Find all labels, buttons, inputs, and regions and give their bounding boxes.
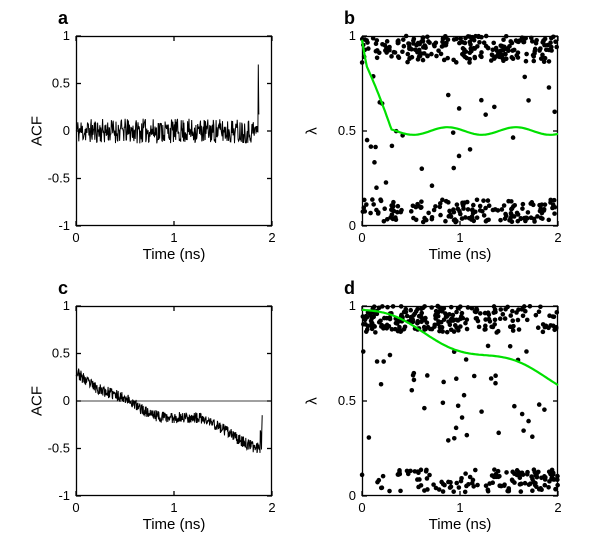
svg-text:1: 1 — [63, 28, 70, 43]
svg-text:1: 1 — [349, 298, 356, 313]
svg-text:0: 0 — [72, 500, 79, 515]
svg-text:0.5: 0.5 — [338, 393, 356, 408]
panel-c: 012-1-0.500.51 — [76, 306, 272, 496]
svg-text:-0.5: -0.5 — [48, 441, 70, 456]
svg-text:0: 0 — [349, 488, 356, 503]
svg-text:0: 0 — [358, 230, 365, 245]
panel-letter-d: d — [344, 278, 355, 299]
svg-text:1: 1 — [63, 298, 70, 313]
panel-a: 012-1-0.500.51 — [76, 36, 272, 226]
panel-letter-c: c — [58, 278, 68, 299]
svg-text:0: 0 — [358, 500, 365, 515]
panel-d: 01200.51 — [362, 306, 558, 496]
xlabel-b: Time (ns) — [429, 246, 492, 263]
svg-text:2: 2 — [554, 230, 561, 245]
svg-text:0.5: 0.5 — [338, 123, 356, 138]
ylabel-a: ACF — [29, 116, 46, 146]
svg-text:0.5: 0.5 — [52, 76, 70, 91]
svg-text:1: 1 — [170, 230, 177, 245]
svg-text:0: 0 — [63, 123, 70, 138]
svg-text:0.5: 0.5 — [52, 346, 70, 361]
xlabel-c: Time (ns) — [143, 516, 206, 533]
svg-text:1: 1 — [170, 500, 177, 515]
panel-letter-b: b — [344, 8, 355, 29]
svg-text:-1: -1 — [58, 488, 70, 503]
svg-text:1: 1 — [456, 500, 463, 515]
xlabel-d: Time (ns) — [429, 516, 492, 533]
panel-b: 01200.51 — [362, 36, 558, 226]
xlabel-a: Time (ns) — [143, 246, 206, 263]
svg-text:0: 0 — [349, 218, 356, 233]
ylabel-b: λ — [303, 127, 320, 135]
svg-text:0: 0 — [72, 230, 79, 245]
figure-root: 012-1-0.500.51 a ACF Time (ns) 01200.51 … — [0, 0, 600, 536]
svg-text:1: 1 — [349, 28, 356, 43]
svg-text:-1: -1 — [58, 218, 70, 233]
svg-text:2: 2 — [268, 230, 275, 245]
panel-letter-a: a — [58, 8, 68, 29]
svg-text:2: 2 — [554, 500, 561, 515]
svg-text:-0.5: -0.5 — [48, 171, 70, 186]
ylabel-c: ACF — [29, 386, 46, 416]
ylabel-d: λ — [303, 397, 320, 405]
svg-text:0: 0 — [63, 393, 70, 408]
svg-text:1: 1 — [456, 230, 463, 245]
svg-text:2: 2 — [268, 500, 275, 515]
